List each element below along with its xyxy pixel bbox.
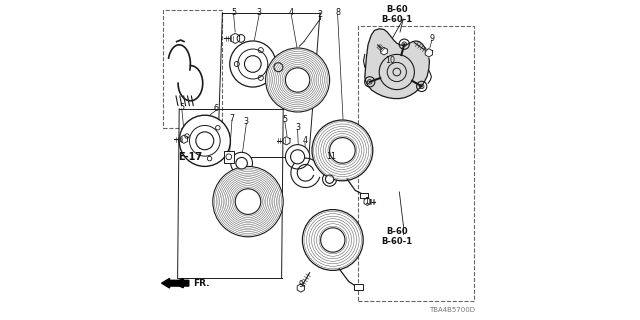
Bar [354, 284, 363, 290]
Bar [163, 10, 223, 128]
Text: 4: 4 [303, 136, 307, 145]
Text: B-60
B-60-1: B-60 B-60-1 [381, 5, 412, 24]
Text: 2: 2 [317, 10, 323, 19]
Text: 4: 4 [289, 8, 294, 17]
Circle shape [312, 120, 372, 181]
Polygon shape [297, 284, 305, 292]
Polygon shape [381, 47, 387, 55]
Circle shape [285, 68, 310, 92]
Text: 8: 8 [335, 8, 340, 17]
Circle shape [179, 115, 230, 166]
Polygon shape [180, 135, 188, 143]
Circle shape [236, 189, 261, 214]
Text: 3: 3 [257, 8, 262, 17]
Text: FR.: FR. [193, 279, 209, 288]
Bar [358, 26, 474, 301]
Circle shape [238, 49, 268, 79]
Circle shape [266, 48, 330, 112]
Circle shape [271, 60, 286, 75]
Text: 9: 9 [429, 34, 435, 43]
Circle shape [230, 41, 276, 87]
Circle shape [326, 175, 334, 183]
Circle shape [196, 132, 214, 150]
Text: 3: 3 [295, 124, 300, 132]
Text: 7: 7 [229, 114, 235, 123]
Text: 3: 3 [244, 117, 249, 126]
Polygon shape [365, 29, 429, 99]
Circle shape [321, 228, 345, 252]
Circle shape [244, 56, 261, 72]
Circle shape [330, 138, 355, 163]
Text: 10: 10 [385, 56, 396, 65]
Circle shape [323, 172, 337, 186]
Text: 9: 9 [298, 280, 303, 289]
Circle shape [303, 210, 364, 270]
Text: 11: 11 [326, 152, 336, 161]
Text: 1: 1 [365, 197, 369, 206]
Text: 5: 5 [282, 116, 287, 124]
Polygon shape [425, 49, 433, 57]
Bar [224, 151, 234, 163]
Circle shape [212, 166, 283, 237]
Polygon shape [231, 33, 239, 44]
Polygon shape [283, 137, 290, 145]
Polygon shape [364, 198, 371, 205]
Bar [360, 193, 368, 198]
FancyArrow shape [161, 278, 189, 288]
Text: 5: 5 [179, 103, 184, 112]
Circle shape [291, 150, 305, 164]
Circle shape [236, 157, 248, 169]
Text: 5: 5 [231, 8, 236, 17]
Text: B-60
B-60-1: B-60 B-60-1 [381, 227, 412, 246]
Circle shape [285, 145, 310, 169]
Text: E-17: E-17 [179, 152, 202, 162]
Circle shape [274, 63, 283, 72]
Circle shape [231, 152, 253, 174]
Text: 6: 6 [214, 104, 218, 113]
Circle shape [189, 125, 220, 156]
Text: TBA4B5700D: TBA4B5700D [429, 308, 475, 313]
